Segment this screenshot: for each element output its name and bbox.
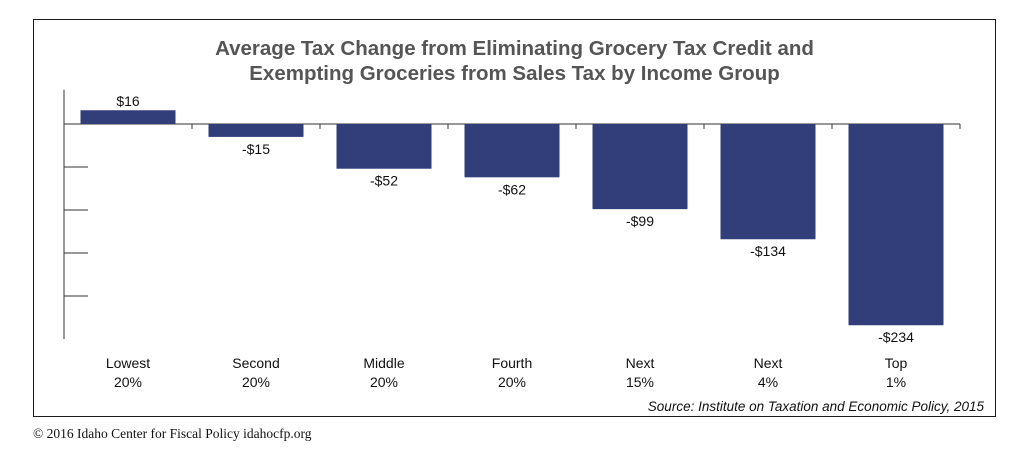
bar	[464, 124, 560, 178]
x-tick-label: Lowest	[106, 355, 150, 371]
x-tick-label: 4%	[758, 374, 778, 390]
copyright-note: © 2016 Idaho Center for Fiscal Policy id…	[33, 426, 312, 441]
x-tick-label: 1%	[886, 374, 906, 390]
x-tick-label: Second	[232, 355, 279, 371]
chart-title-line-2: Exempting Groceries from Sales Tax by In…	[249, 62, 780, 85]
data-label: -$234	[878, 329, 914, 345]
x-tick-label: 20%	[498, 374, 526, 390]
chart-frame	[33, 19, 996, 417]
x-tick-label: Middle	[363, 355, 404, 371]
bar	[848, 124, 944, 326]
bar	[80, 110, 176, 124]
x-tick-label: Next	[626, 355, 655, 371]
chart-title: Average Tax Change from Eliminating Groc…	[33, 36, 996, 86]
x-tick-label: 20%	[242, 374, 270, 390]
bar	[592, 124, 688, 210]
x-tick-label: 20%	[114, 374, 142, 390]
data-label: -$99	[626, 213, 654, 229]
source-note: Source: Institute on Taxation and Econom…	[647, 399, 984, 414]
data-label: -$134	[750, 243, 786, 259]
x-tick-label: 15%	[626, 374, 654, 390]
data-label: $16	[116, 93, 140, 109]
x-tick-label: 20%	[370, 374, 398, 390]
bar	[720, 124, 816, 240]
bar	[336, 124, 432, 169]
x-tick-label: Fourth	[492, 355, 532, 371]
data-label: -$52	[370, 173, 398, 189]
data-label: -$62	[498, 181, 526, 197]
x-tick-label: Top	[885, 355, 908, 371]
bar	[208, 124, 304, 137]
x-tick-label: Next	[754, 355, 783, 371]
chart-title-line-1: Average Tax Change from Eliminating Groc…	[215, 37, 814, 60]
data-label: -$15	[242, 141, 270, 157]
